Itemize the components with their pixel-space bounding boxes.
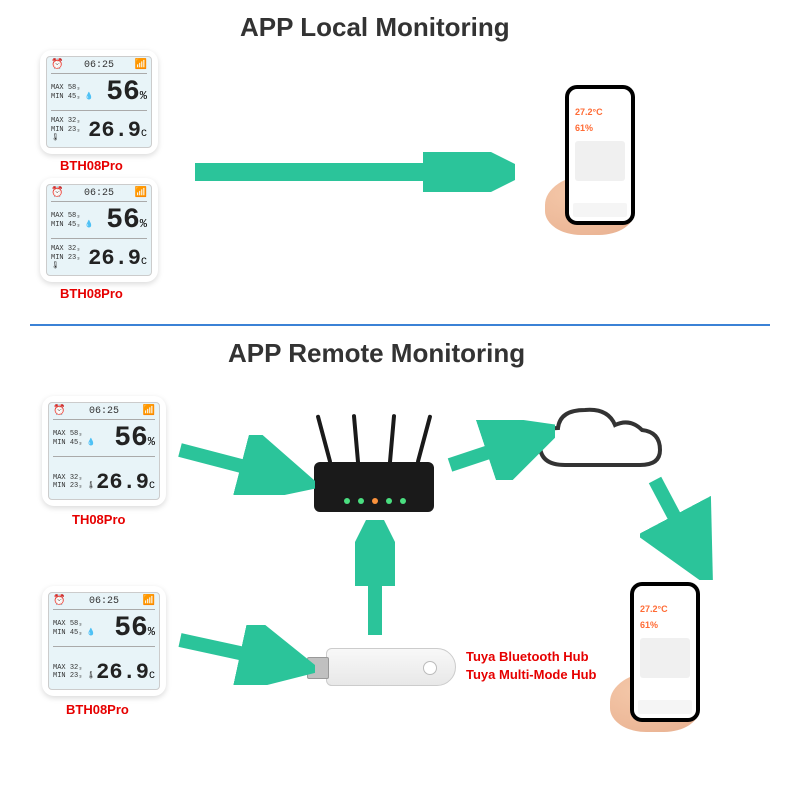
alarm-icon: ⏰ bbox=[51, 59, 63, 71]
usb-button bbox=[423, 661, 437, 675]
phone-humidity: 61% bbox=[640, 620, 658, 630]
arrow-local bbox=[195, 152, 515, 192]
sensor-humidity-minmax: MAX 58₃ MIN 45₃ 💧 bbox=[51, 212, 93, 229]
router-antenna bbox=[352, 414, 360, 464]
sensor-temp-value: 26.9C bbox=[96, 660, 155, 685]
sensor-temp-minmax: MAX 32₃ MIN 23₃ 🌡 bbox=[51, 117, 88, 142]
arrow-remote-3 bbox=[355, 520, 395, 640]
wifi-icon: 📶 bbox=[143, 595, 155, 607]
sensor-screen: ⏰ 06:25 📶 MAX 58₃ MIN 45₃ 💧 56% MAX 32₃ … bbox=[46, 184, 152, 276]
sensor-temp-row: MAX 32₃ MIN 23₃ 🌡 26.9C bbox=[51, 243, 147, 273]
sensor-temp-minmax: MAX 32₃ MIN 23₃ 🌡 bbox=[53, 474, 96, 491]
router-antenna bbox=[388, 414, 396, 464]
sensor-device-local-1: ⏰ 06:25 📶 MAX 58₃ MIN 45₃ 💧 56% MAX 32₃ … bbox=[40, 50, 158, 154]
phone-remote: 27.2°C 61% bbox=[630, 582, 700, 722]
phone-chart-area bbox=[575, 141, 625, 181]
sensor-temp-minmax: MAX 32₃ MIN 23₃ 🌡 bbox=[53, 664, 96, 681]
phone-local: 27.2°C 61% bbox=[565, 85, 635, 225]
sensor-device-remote-1: ⏰ 06:25 📶 MAX 58₃ MIN 45₃ 💧 56% MAX 32₃ … bbox=[42, 396, 166, 506]
sensor-humidity-value: 56% bbox=[106, 205, 147, 236]
section-divider bbox=[30, 324, 770, 326]
usb-dongle-device bbox=[326, 648, 456, 686]
phone-chart-area bbox=[640, 638, 690, 678]
hub-label-line1: Tuya Bluetooth Hub bbox=[466, 649, 589, 664]
arrow-remote-1 bbox=[175, 435, 315, 495]
sensor-screen: ⏰ 06:25 📶 MAX 58₃ MIN 45₃ 💧 56% MAX 32₃ … bbox=[46, 56, 152, 148]
sensor-humidity-value: 56% bbox=[114, 423, 155, 454]
phone-humidity: 61% bbox=[575, 123, 593, 133]
phone-nav bbox=[573, 203, 627, 217]
phone-nav bbox=[638, 700, 692, 714]
label-bth08pro-2: BTH08Pro bbox=[60, 286, 123, 301]
title-local: APP Local Monitoring bbox=[240, 12, 510, 43]
arrow-remote-5 bbox=[640, 470, 720, 580]
sensor-temp-row: MAX 32₃ MIN 23₃ 🌡 26.9C bbox=[53, 657, 155, 687]
alarm-icon: ⏰ bbox=[53, 405, 65, 417]
sensor-time-row: ⏰ 06:25 📶 bbox=[51, 187, 147, 202]
sensor-time-row: ⏰ 06:25 📶 bbox=[53, 595, 155, 610]
sensor-time: 06:25 bbox=[89, 406, 119, 417]
hub-label-line2: Tuya Multi-Mode Hub bbox=[466, 667, 596, 682]
sensor-temp-row: MAX 32₃ MIN 23₃ 🌡 26.9C bbox=[53, 467, 155, 497]
sensor-humidity-value: 56% bbox=[106, 77, 147, 108]
sensor-temp-value: 26.9C bbox=[88, 246, 147, 271]
sensor-temp-value: 26.9C bbox=[96, 470, 155, 495]
router-led bbox=[344, 498, 350, 504]
sensor-humidity-row: MAX 58₃ MIN 45₃ 💧 56% bbox=[51, 75, 147, 111]
sensor-time-row: ⏰ 06:25 📶 bbox=[53, 405, 155, 420]
title-remote: APP Remote Monitoring bbox=[228, 338, 525, 369]
wifi-icon: 📶 bbox=[143, 405, 155, 417]
sensor-time-row: ⏰ 06:25 📶 bbox=[51, 59, 147, 74]
sensor-temp-row: MAX 32₃ MIN 23₃ 🌡 26.9C bbox=[51, 115, 147, 145]
router-device bbox=[314, 462, 434, 512]
sensor-temp-value: 26.9C bbox=[88, 118, 147, 143]
phone-temp: 27.2°C bbox=[575, 107, 603, 117]
phone-screen: 27.2°C 61% bbox=[634, 586, 696, 718]
router-led bbox=[386, 498, 392, 504]
sensor-device-remote-2: ⏰ 06:25 📶 MAX 58₃ MIN 45₃ 💧 56% MAX 32₃ … bbox=[42, 586, 166, 696]
sensor-humidity-row: MAX 58₃ MIN 45₃ 💧 56% bbox=[53, 611, 155, 647]
sensor-screen: ⏰ 06:25 📶 MAX 58₃ MIN 45₃ 💧 56% MAX 32₃ … bbox=[48, 402, 160, 500]
sensor-time: 06:25 bbox=[84, 188, 114, 199]
sensor-device-local-2: ⏰ 06:25 📶 MAX 58₃ MIN 45₃ 💧 56% MAX 32₃ … bbox=[40, 178, 158, 282]
phone-screen: 27.2°C 61% bbox=[569, 89, 631, 221]
wifi-icon: 📶 bbox=[135, 59, 147, 71]
sensor-screen: ⏰ 06:25 📶 MAX 58₃ MIN 45₃ 💧 56% MAX 32₃ … bbox=[48, 592, 160, 690]
router-led bbox=[358, 498, 364, 504]
router-antenna bbox=[316, 414, 333, 463]
hub-label: Tuya Bluetooth Hub Tuya Multi-Mode Hub bbox=[466, 648, 596, 684]
sensor-humidity-value: 56% bbox=[114, 613, 155, 644]
router-led bbox=[400, 498, 406, 504]
router-antenna bbox=[416, 414, 433, 463]
sensor-time: 06:25 bbox=[84, 60, 114, 71]
label-bth08pro-1: BTH08Pro bbox=[60, 158, 123, 173]
sensor-humidity-minmax: MAX 58₃ MIN 45₃ 💧 bbox=[51, 84, 93, 101]
label-bth08pro-3: BTH08Pro bbox=[66, 702, 129, 717]
label-th08pro: TH08Pro bbox=[72, 512, 125, 527]
wifi-icon: 📶 bbox=[135, 187, 147, 199]
sensor-humidity-row: MAX 58₃ MIN 45₃ 💧 56% bbox=[53, 421, 155, 457]
alarm-icon: ⏰ bbox=[51, 187, 63, 199]
alarm-icon: ⏰ bbox=[53, 595, 65, 607]
phone-temp: 27.2°C bbox=[640, 604, 668, 614]
sensor-time: 06:25 bbox=[89, 596, 119, 607]
arrow-remote-4 bbox=[445, 420, 555, 480]
arrow-remote-2 bbox=[175, 625, 315, 685]
sensor-temp-minmax: MAX 32₃ MIN 23₃ 🌡 bbox=[51, 245, 88, 270]
sensor-humidity-row: MAX 58₃ MIN 45₃ 💧 56% bbox=[51, 203, 147, 239]
sensor-humidity-minmax: MAX 58₃ MIN 45₃ 💧 bbox=[53, 620, 95, 637]
sensor-humidity-minmax: MAX 58₃ MIN 45₃ 💧 bbox=[53, 430, 95, 447]
router-led bbox=[372, 498, 378, 504]
